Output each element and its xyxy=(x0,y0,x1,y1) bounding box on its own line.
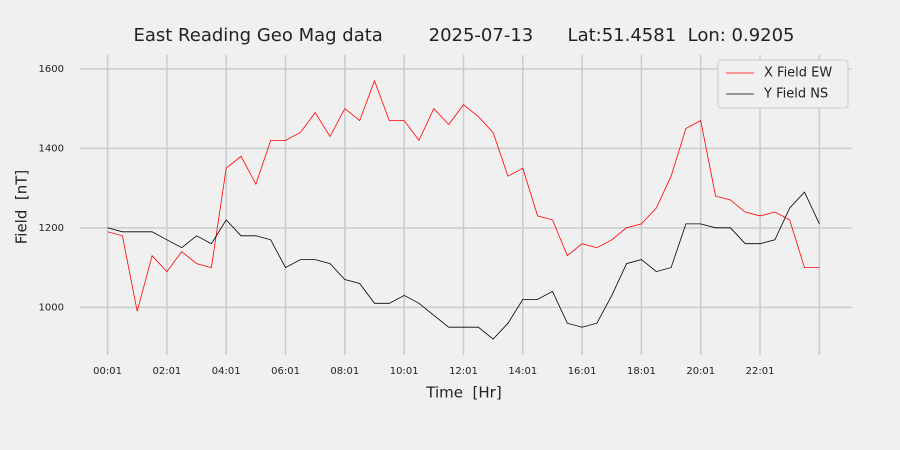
y-axis-label: Field [nT] xyxy=(13,170,31,245)
legend-box xyxy=(717,59,849,109)
y-tick-label: 1000 xyxy=(39,302,64,313)
series-line xyxy=(107,79,820,312)
y-tick-label: 1400 xyxy=(39,143,64,154)
x-tick-label: 20:01 xyxy=(686,366,715,377)
x-tick-label: 08:01 xyxy=(330,366,359,377)
chart-title: East Reading Geo Mag data 2025-07-13 Lat… xyxy=(133,25,794,46)
y-tick-label: 1600 xyxy=(39,64,64,75)
x-tick-label: 16:01 xyxy=(568,366,597,377)
x-tick-label: 10:01 xyxy=(390,366,419,377)
x-tick-label: 00:01 xyxy=(93,366,122,377)
y-tick-label: 1200 xyxy=(39,223,64,234)
x-tick-label: 04:01 xyxy=(212,366,241,377)
legend-label: Y Field NS xyxy=(763,87,828,102)
x-tick-label: 12:01 xyxy=(449,366,478,377)
x-tick-label: 18:01 xyxy=(627,366,656,377)
x-tick-label: 22:01 xyxy=(746,366,775,377)
x-tick-label: 06:01 xyxy=(271,366,300,377)
x-axis-label: Time [Hr] xyxy=(425,384,501,402)
x-tick-label: 14:01 xyxy=(508,366,537,377)
x-tick-label: 02:01 xyxy=(152,366,181,377)
legend: X Field EW Y Field NS xyxy=(717,59,849,109)
legend-label: X Field EW xyxy=(764,66,832,81)
series-line xyxy=(107,191,820,340)
